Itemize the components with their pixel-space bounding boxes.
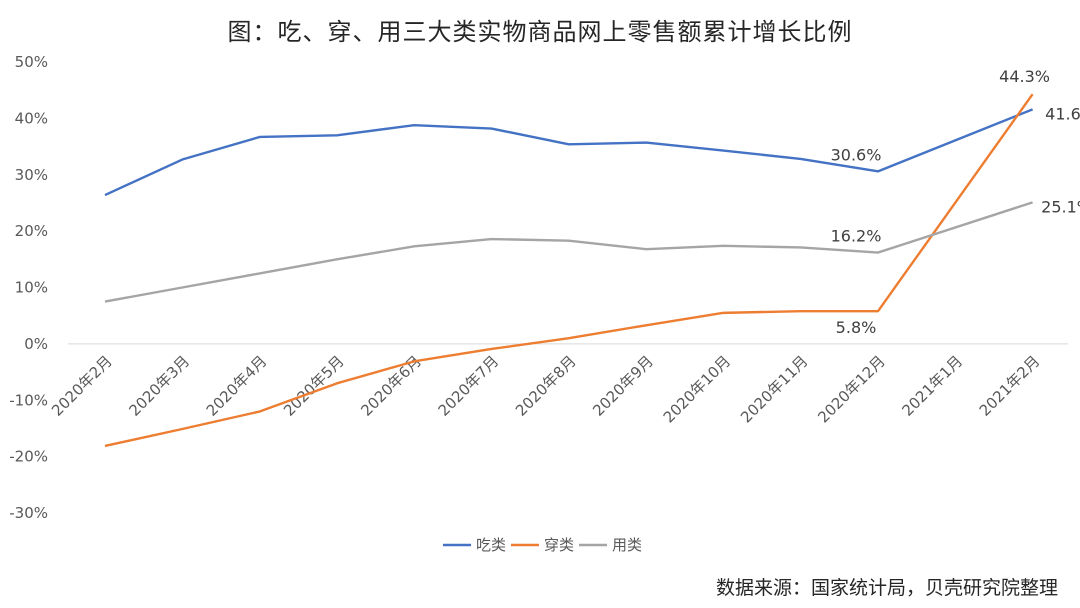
x-tick-label: 2020年5月: [280, 352, 348, 420]
data-label: 16.2%: [831, 227, 882, 246]
data-label: 41.6%: [1045, 104, 1080, 123]
x-tick-label: 2020年9月: [589, 352, 657, 420]
y-tick-label: -10%: [9, 391, 48, 409]
legend-label: 吃类: [476, 536, 506, 554]
x-tick-label: 2020年10月: [660, 352, 734, 426]
y-axis-ticks: 50% 40% 30% 20% 10% 0% -10% -20% -30%: [9, 53, 48, 522]
data-label: 44.3%: [999, 67, 1050, 86]
y-tick-label: 40%: [15, 109, 48, 127]
data-label: 30.6%: [831, 145, 882, 164]
y-tick-label: 20%: [15, 222, 48, 240]
x-tick-label: 2021年1月: [898, 352, 966, 420]
y-tick-label: -30%: [9, 504, 48, 522]
x-axis-ticks: 2020年2月 2020年3月 2020年4月 2020年5月 2020年6月 2020年…: [48, 352, 1043, 426]
y-tick-label: 10%: [15, 279, 48, 297]
chart-title: 图：吃、穿、用三大类实物商品网上零售额累计增长比例: [227, 18, 853, 46]
series-lines: [104, 93, 1034, 448]
series-line-用类: [104, 201, 1033, 303]
x-tick-label: 2020年12月: [814, 352, 888, 426]
x-tick-label: 2020年2月: [48, 352, 116, 420]
source-note: 数据来源：国家统计局，贝壳研究院整理: [715, 577, 1058, 599]
data-label: 25.1%: [1041, 197, 1080, 216]
x-tick-label: 2020年8月: [512, 352, 580, 420]
y-tick-label: 50%: [15, 53, 48, 71]
series-line-穿类: [104, 93, 1034, 448]
x-tick-label: 2020年4月: [203, 352, 271, 420]
x-tick-label: 2020年11月: [737, 352, 811, 426]
y-tick-label: -20%: [9, 448, 48, 466]
x-tick-label: 2020年3月: [125, 352, 193, 420]
data-label: 5.8%: [836, 318, 877, 337]
x-tick-label: 2021年2月: [976, 352, 1044, 420]
y-tick-label: 0%: [24, 335, 48, 353]
y-tick-label: 30%: [15, 166, 48, 184]
legend-label: 穿类: [544, 536, 574, 554]
data-labels: 30.6% 41.6% 5.8% 44.3% 16.2% 25.1%: [831, 67, 1080, 337]
legend: 吃类 穿类 用类: [443, 536, 642, 554]
series-line-吃类: [104, 108, 1034, 197]
legend-label: 用类: [612, 536, 642, 554]
x-tick-label: 2020年7月: [435, 352, 503, 420]
